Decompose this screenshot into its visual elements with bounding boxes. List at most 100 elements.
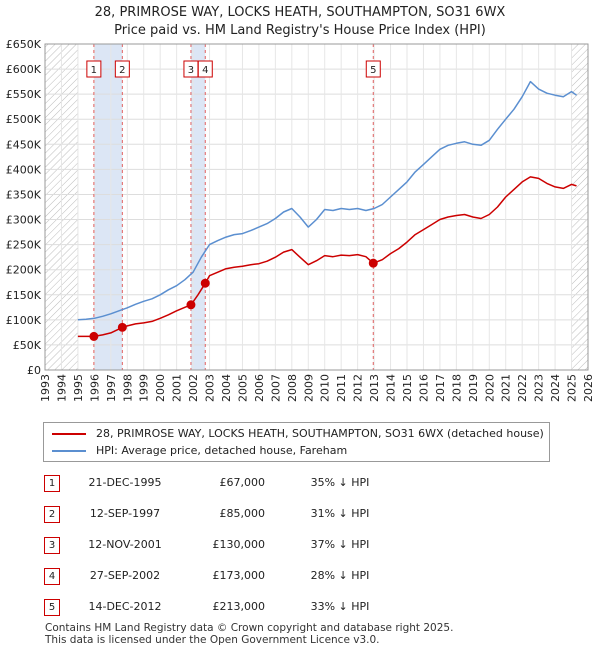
x-tick-label: 2002 xyxy=(187,374,200,402)
x-tick-label: 2010 xyxy=(319,374,332,402)
hpi-series-line xyxy=(77,80,577,321)
y-tick-label: £500K xyxy=(6,113,42,126)
x-tick-label: 2011 xyxy=(335,374,348,402)
table-row: 1 21-DEC-1995 £67,000 35% ↓ HPI xyxy=(0,475,600,495)
sale-price: £130,000 xyxy=(212,538,266,551)
x-tick-label: 2022 xyxy=(516,374,529,402)
y-tick-label: £100K xyxy=(6,314,42,327)
sale-number-badge: 2 xyxy=(44,506,60,523)
x-tick-label: 2024 xyxy=(549,374,562,402)
y-tick-label: £250K xyxy=(6,239,42,252)
sale-hpi-diff: 28% ↓ HPI xyxy=(310,569,370,582)
x-tick-label: 1994 xyxy=(55,374,68,402)
sale-price: £85,000 xyxy=(219,507,266,520)
sale-number-label: 4 xyxy=(202,65,208,76)
footer-notice: Contains HM Land Registry data © Crown c… xyxy=(45,622,453,646)
x-tick-label: 1995 xyxy=(72,374,85,402)
footer-copyright: Contains HM Land Registry data © Crown c… xyxy=(45,622,454,634)
x-tick-label: 2012 xyxy=(352,374,365,402)
chart-title: 28, PRIMROSE WAY, LOCKS HEATH, SOUTHAMPT… xyxy=(0,4,600,40)
table-row: 5 14-DEC-2012 £213,000 33% ↓ HPI xyxy=(0,599,600,619)
hatched-region xyxy=(571,44,588,370)
x-tick-label: 2023 xyxy=(533,374,546,402)
sale-number-label: 1 xyxy=(91,65,97,76)
y-tick-label: £50K xyxy=(13,339,42,352)
property-line-swatch xyxy=(52,433,86,435)
sale-point xyxy=(368,258,378,268)
table-row: 2 12-SEP-1997 £85,000 31% ↓ HPI xyxy=(0,506,600,526)
y-tick-label: £400K xyxy=(6,163,42,176)
sale-number-box xyxy=(114,60,130,78)
title-subtitle: Price paid vs. HM Land Registry's House … xyxy=(114,23,486,38)
sale-price: £67,000 xyxy=(219,476,266,489)
sale-number-label: 2 xyxy=(119,65,125,76)
y-tick-label: £200K xyxy=(6,264,42,277)
sale-price: £213,000 xyxy=(212,600,266,613)
y-tick-label: £450K xyxy=(6,138,42,151)
y-tick-label: £0 xyxy=(27,364,41,377)
sale-number-box xyxy=(365,60,381,78)
sale-date: 14-DEC-2012 xyxy=(88,600,162,613)
x-tick-label: 1999 xyxy=(138,374,151,402)
y-tick-label: £300K xyxy=(6,214,42,227)
footer-licence: This data is licensed under the Open Gov… xyxy=(45,634,380,646)
sale-number-badge: 5 xyxy=(44,599,60,616)
x-tick-label: 2025 xyxy=(566,374,579,402)
x-tick-label: 1998 xyxy=(121,374,134,402)
legend-entry-hpi: HPI: Average price, detached house, Fare… xyxy=(52,443,347,459)
x-tick-label: 2006 xyxy=(253,374,266,402)
x-tick-label: 2001 xyxy=(171,374,184,402)
y-tick-label: £550K xyxy=(6,88,42,101)
x-tick-label: 2017 xyxy=(434,374,447,402)
sale-date: 27-SEP-2002 xyxy=(89,569,161,582)
y-tick-label: £350K xyxy=(6,188,42,201)
sale-hpi-diff: 31% ↓ HPI xyxy=(310,507,370,520)
x-tick-label: 2003 xyxy=(204,374,217,402)
legend-hpi-label: HPI: Average price, detached house, Fare… xyxy=(96,444,348,457)
x-tick-label: 1996 xyxy=(88,374,101,402)
sale-number-box xyxy=(86,60,102,78)
sale-date: 12-SEP-1997 xyxy=(89,507,161,520)
sale-number-badge: 1 xyxy=(44,475,60,492)
plot-frame xyxy=(44,43,589,371)
x-tick-label: 2000 xyxy=(154,374,167,402)
sale-number-label: 3 xyxy=(188,65,194,76)
table-row: 4 27-SEP-2002 £173,000 28% ↓ HPI xyxy=(0,568,600,588)
title-address: 28, PRIMROSE WAY, LOCKS HEATH, SOUTHAMPT… xyxy=(94,5,506,20)
x-tick-label: 2009 xyxy=(302,374,315,402)
hpi-line-swatch xyxy=(52,450,86,452)
x-tick-label: 2016 xyxy=(417,374,430,402)
price-chart: £0 £50K £100K £150K £200K £250K £300K £350K £400… xyxy=(6,38,595,402)
sale-hpi-diff: 35% ↓ HPI xyxy=(310,476,370,489)
sale-date: 21-DEC-1995 xyxy=(88,476,162,489)
sale-hpi-diff: 37% ↓ HPI xyxy=(310,538,370,551)
sale-number-box xyxy=(197,60,213,78)
x-tick-label: 2019 xyxy=(467,374,480,402)
x-tick-label: 2020 xyxy=(483,374,496,402)
legend-entry-property: 28, PRIMROSE WAY, LOCKS HEATH, SOUTHAMPT… xyxy=(52,426,544,442)
sale-interval-shading xyxy=(93,44,123,370)
sale-hpi-diff: 33% ↓ HPI xyxy=(310,600,370,613)
x-tick-label: 2008 xyxy=(286,374,299,402)
sale-number-badge: 4 xyxy=(44,568,60,585)
sale-price: £173,000 xyxy=(212,569,266,582)
x-tick-label: 2007 xyxy=(269,374,282,402)
sale-number-label: 5 xyxy=(370,65,376,76)
x-tick-label: 1997 xyxy=(105,374,118,402)
sale-point xyxy=(200,278,210,288)
y-tick-label: £650K xyxy=(6,38,42,51)
x-tick-label: 1993 xyxy=(39,374,52,402)
x-tick-label: 2021 xyxy=(500,374,513,402)
x-tick-label: 2004 xyxy=(220,374,233,402)
sale-number-badge: 3 xyxy=(44,537,60,554)
sale-point xyxy=(117,322,127,332)
y-tick-label: £150K xyxy=(6,289,42,302)
chart-legend: 28, PRIMROSE WAY, LOCKS HEATH, SOUTHAMPT… xyxy=(43,422,550,462)
x-tick-label: 2015 xyxy=(401,374,414,402)
sale-point xyxy=(89,331,99,341)
sale-date: 12-NOV-2001 xyxy=(88,538,162,551)
legend-property-label: 28, PRIMROSE WAY, LOCKS HEATH, SOUTHAMPT… xyxy=(96,427,544,440)
x-tick-label: 2005 xyxy=(236,374,249,402)
x-tick-label: 2014 xyxy=(385,374,398,402)
sale-point xyxy=(186,300,196,310)
